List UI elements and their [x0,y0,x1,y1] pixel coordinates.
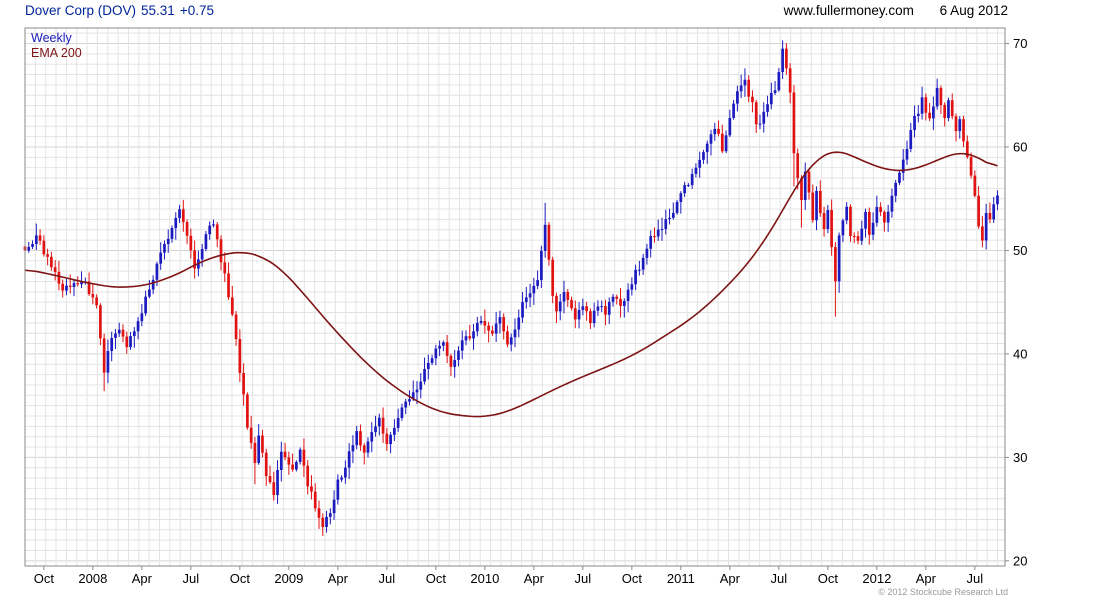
svg-text:Apr: Apr [524,571,545,586]
svg-text:Jul: Jul [575,571,592,586]
svg-text:2008: 2008 [78,571,107,586]
svg-text:Apr: Apr [328,571,349,586]
legend-weekly-label: Weekly [31,31,72,45]
svg-text:2012: 2012 [862,571,891,586]
legend-ema-label: EMA 200 [31,46,82,60]
date-label: 6 Aug 2012 [939,3,1008,18]
svg-text:20: 20 [1013,553,1027,568]
svg-text:Oct: Oct [622,571,643,586]
svg-text:2009: 2009 [274,571,303,586]
svg-text:Jul: Jul [379,571,396,586]
svg-text:40: 40 [1013,346,1027,361]
website-label: www.fullermoney.com [783,3,914,18]
svg-text:Jul: Jul [967,571,984,586]
instrument-name: Dover Corp (DOV) [25,3,137,18]
svg-text:Oct: Oct [34,571,55,586]
svg-text:Apr: Apr [132,571,153,586]
svg-text:2010: 2010 [470,571,499,586]
svg-text:Oct: Oct [818,571,839,586]
header-meta: www.fullermoney.com 6 Aug 2012 [762,3,1008,18]
price-change: +0.75 [179,3,214,18]
svg-text:30: 30 [1013,450,1027,465]
copyright-notice: © 2012 Stockcube Research Ltd [878,587,1008,597]
svg-text:Jul: Jul [771,571,788,586]
chart-legend: Weekly EMA 200 [31,31,82,61]
svg-text:Apr: Apr [916,571,937,586]
svg-text:Jul: Jul [183,571,200,586]
svg-text:50: 50 [1013,243,1027,258]
svg-text:2011: 2011 [667,571,695,586]
svg-text:Oct: Oct [426,571,447,586]
instrument-title: Dover Corp (DOV) 55.31 +0.75 [25,3,219,18]
svg-text:70: 70 [1013,36,1027,51]
svg-text:60: 60 [1013,139,1027,154]
chart-header: Dover Corp (DOV) 55.31 +0.75 www.fullermon… [25,3,1008,18]
svg-text:Oct: Oct [230,571,251,586]
last-price: 55.31 [141,3,175,18]
svg-text:Apr: Apr [720,571,741,586]
